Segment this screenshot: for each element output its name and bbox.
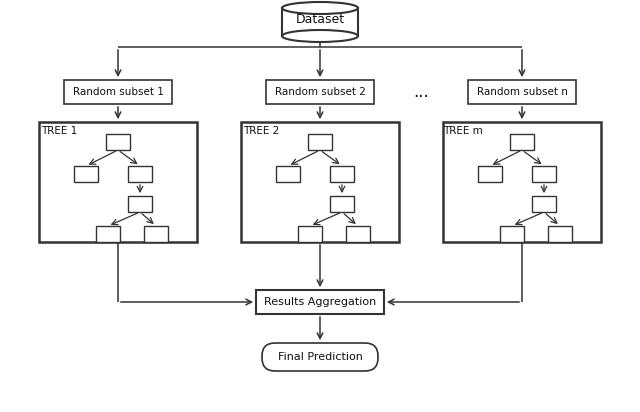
Ellipse shape (282, 2, 358, 14)
FancyBboxPatch shape (74, 166, 98, 182)
Text: Dataset: Dataset (296, 12, 344, 26)
FancyBboxPatch shape (308, 134, 332, 150)
FancyBboxPatch shape (266, 80, 374, 104)
Text: Random subset 2: Random subset 2 (275, 87, 365, 97)
FancyBboxPatch shape (346, 226, 370, 242)
Text: Random subset 1: Random subset 1 (72, 87, 163, 97)
FancyBboxPatch shape (128, 166, 152, 182)
Text: TREE m: TREE m (443, 126, 483, 136)
FancyBboxPatch shape (510, 134, 534, 150)
FancyBboxPatch shape (128, 196, 152, 212)
FancyBboxPatch shape (64, 80, 172, 104)
FancyBboxPatch shape (262, 343, 378, 371)
FancyBboxPatch shape (96, 226, 120, 242)
Ellipse shape (282, 30, 358, 42)
FancyBboxPatch shape (468, 80, 576, 104)
Text: Random subset n: Random subset n (477, 87, 568, 97)
FancyBboxPatch shape (500, 226, 524, 242)
FancyBboxPatch shape (298, 226, 322, 242)
FancyBboxPatch shape (532, 196, 556, 212)
FancyBboxPatch shape (330, 196, 354, 212)
FancyBboxPatch shape (106, 134, 130, 150)
Text: TREE 2: TREE 2 (243, 126, 279, 136)
FancyBboxPatch shape (478, 166, 502, 182)
FancyBboxPatch shape (256, 290, 384, 314)
FancyBboxPatch shape (282, 8, 358, 36)
FancyBboxPatch shape (548, 226, 572, 242)
Text: ...: ... (413, 83, 429, 101)
Text: Final Prediction: Final Prediction (278, 352, 362, 362)
FancyBboxPatch shape (39, 122, 197, 242)
FancyBboxPatch shape (532, 166, 556, 182)
FancyBboxPatch shape (276, 166, 300, 182)
FancyBboxPatch shape (241, 122, 399, 242)
FancyBboxPatch shape (330, 166, 354, 182)
Text: TREE 1: TREE 1 (41, 126, 77, 136)
FancyBboxPatch shape (144, 226, 168, 242)
FancyBboxPatch shape (443, 122, 601, 242)
Text: Results Aggregation: Results Aggregation (264, 297, 376, 307)
